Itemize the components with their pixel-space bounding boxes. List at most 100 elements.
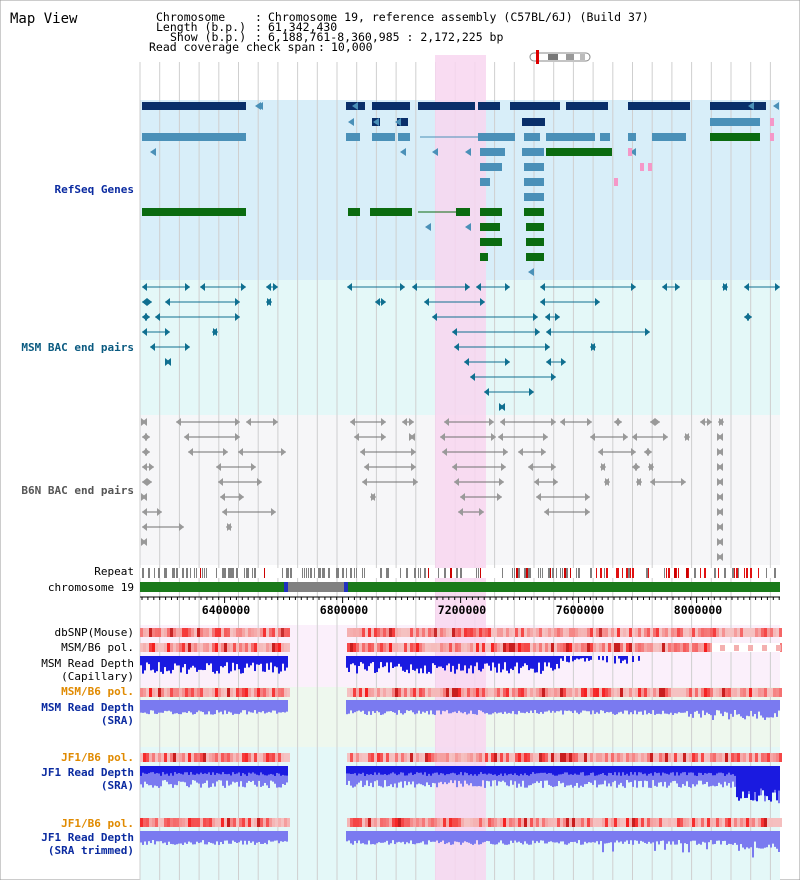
polymorphism-cell <box>515 818 518 827</box>
polymorphism-cell <box>377 628 380 637</box>
polymorphism-cell <box>569 818 572 827</box>
depth-bar <box>522 831 524 845</box>
depth-bar-dark <box>636 766 638 776</box>
depth-bar <box>286 700 288 712</box>
polymorphism-cell <box>494 688 497 697</box>
polymorphism-cell <box>386 643 389 652</box>
depth-bar-dark <box>156 766 158 774</box>
depth-bar <box>214 831 216 845</box>
repeat-mark <box>386 568 388 578</box>
depth-bar <box>172 656 174 670</box>
depth-bar <box>704 700 706 716</box>
chromosome-bar <box>140 582 780 592</box>
depth-bar <box>540 831 542 841</box>
depth-bar <box>580 700 582 713</box>
polymorphism-cell <box>446 628 449 637</box>
track-features <box>140 102 782 858</box>
polymorphism-cell <box>698 753 701 762</box>
depth-bar <box>374 831 376 845</box>
polymorphism-cell <box>695 643 698 652</box>
depth-bar-dark <box>744 766 746 799</box>
repeat-mark <box>526 568 528 578</box>
depth-bar <box>534 831 536 844</box>
bac-end-marker <box>470 373 475 381</box>
depth-bar <box>490 700 492 715</box>
depth-bar <box>724 831 726 841</box>
polymorphism-cell <box>482 628 485 637</box>
polymorphism-cell <box>227 688 230 697</box>
depth-bar-dark <box>406 766 408 776</box>
repeat-mark <box>252 568 253 578</box>
depth-bar <box>232 700 234 715</box>
depth-bar <box>616 831 618 841</box>
polymorphism-cell <box>554 643 557 652</box>
depth-bar <box>576 700 578 713</box>
depth-bar <box>496 831 498 845</box>
depth-bar <box>526 831 528 844</box>
polymorphism-cell <box>176 753 179 762</box>
bac-end-marker <box>595 298 600 306</box>
polymorphism-cell <box>548 818 551 827</box>
depth-bar-dark <box>720 766 722 773</box>
polymorphism-cell <box>671 628 674 637</box>
polymorphism-cell <box>731 818 734 827</box>
depth-bar <box>768 831 770 845</box>
polymorphism-cell <box>611 688 614 697</box>
depth-bar <box>440 766 442 782</box>
depth-bar <box>618 700 620 713</box>
polymorphism-cell <box>461 688 464 697</box>
depth-bar <box>530 656 532 669</box>
polymorphism-cell <box>401 818 404 827</box>
repeat-mark <box>562 568 563 578</box>
polymorphism-cell <box>545 818 548 827</box>
polymorphism-cell <box>707 628 710 637</box>
depth-bar-dark <box>684 766 686 773</box>
depth-bar-dark <box>454 766 456 774</box>
polymorphism-cell <box>596 643 599 652</box>
bac-end-marker <box>241 283 246 291</box>
polymorphism-cell <box>701 628 704 637</box>
polymorphism-cell <box>665 753 668 762</box>
polymorphism-cell <box>152 818 155 827</box>
polymorphism-cell <box>395 628 398 637</box>
depth-bar-dark <box>612 766 614 776</box>
polymorphism-cell <box>734 688 737 697</box>
polymorphism-cell <box>638 643 641 652</box>
polymorphism-cell <box>467 688 470 697</box>
strand-arrow <box>630 148 636 156</box>
polymorphism-cell <box>170 753 173 762</box>
depth-bar-dark <box>514 766 516 774</box>
bac-end-marker <box>546 358 551 366</box>
polymorphism-cell <box>542 753 545 762</box>
coverage-value: 10,000 <box>331 40 373 54</box>
depth-bar <box>162 656 164 674</box>
depth-bar <box>452 831 454 845</box>
depth-bar <box>182 831 184 845</box>
polymorphism-cell <box>467 628 470 637</box>
polymorphism-cell <box>557 628 560 637</box>
polymorphism-cell <box>767 628 770 637</box>
depth-bar <box>580 766 582 786</box>
axis-tick-6400000: 6400000 <box>202 603 251 617</box>
polymorphism-cell <box>188 688 191 697</box>
depth-bar <box>248 766 250 781</box>
chromosome-ideogram[interactable] <box>529 50 591 64</box>
depth-bar <box>474 656 476 667</box>
polymorphism-cell <box>194 688 197 697</box>
depth-bar <box>250 831 252 843</box>
polymorphism-cell <box>155 753 158 762</box>
depth-bar-dark <box>672 766 674 773</box>
depth-bar <box>454 831 456 842</box>
depth-bar <box>392 766 394 788</box>
polymorphism-cell <box>416 688 419 697</box>
polymorphism-cell <box>533 643 536 652</box>
polymorphism-cell <box>545 628 548 637</box>
polymorphism-cell <box>719 628 722 637</box>
polymorphism-cell <box>176 643 179 652</box>
depth-bar <box>394 766 396 784</box>
pink-gene <box>640 163 644 171</box>
polymorphism-cell <box>443 643 446 652</box>
depth-bar <box>166 700 168 712</box>
polymorphism-cell <box>272 818 275 827</box>
polymorphism-cell <box>383 628 386 637</box>
